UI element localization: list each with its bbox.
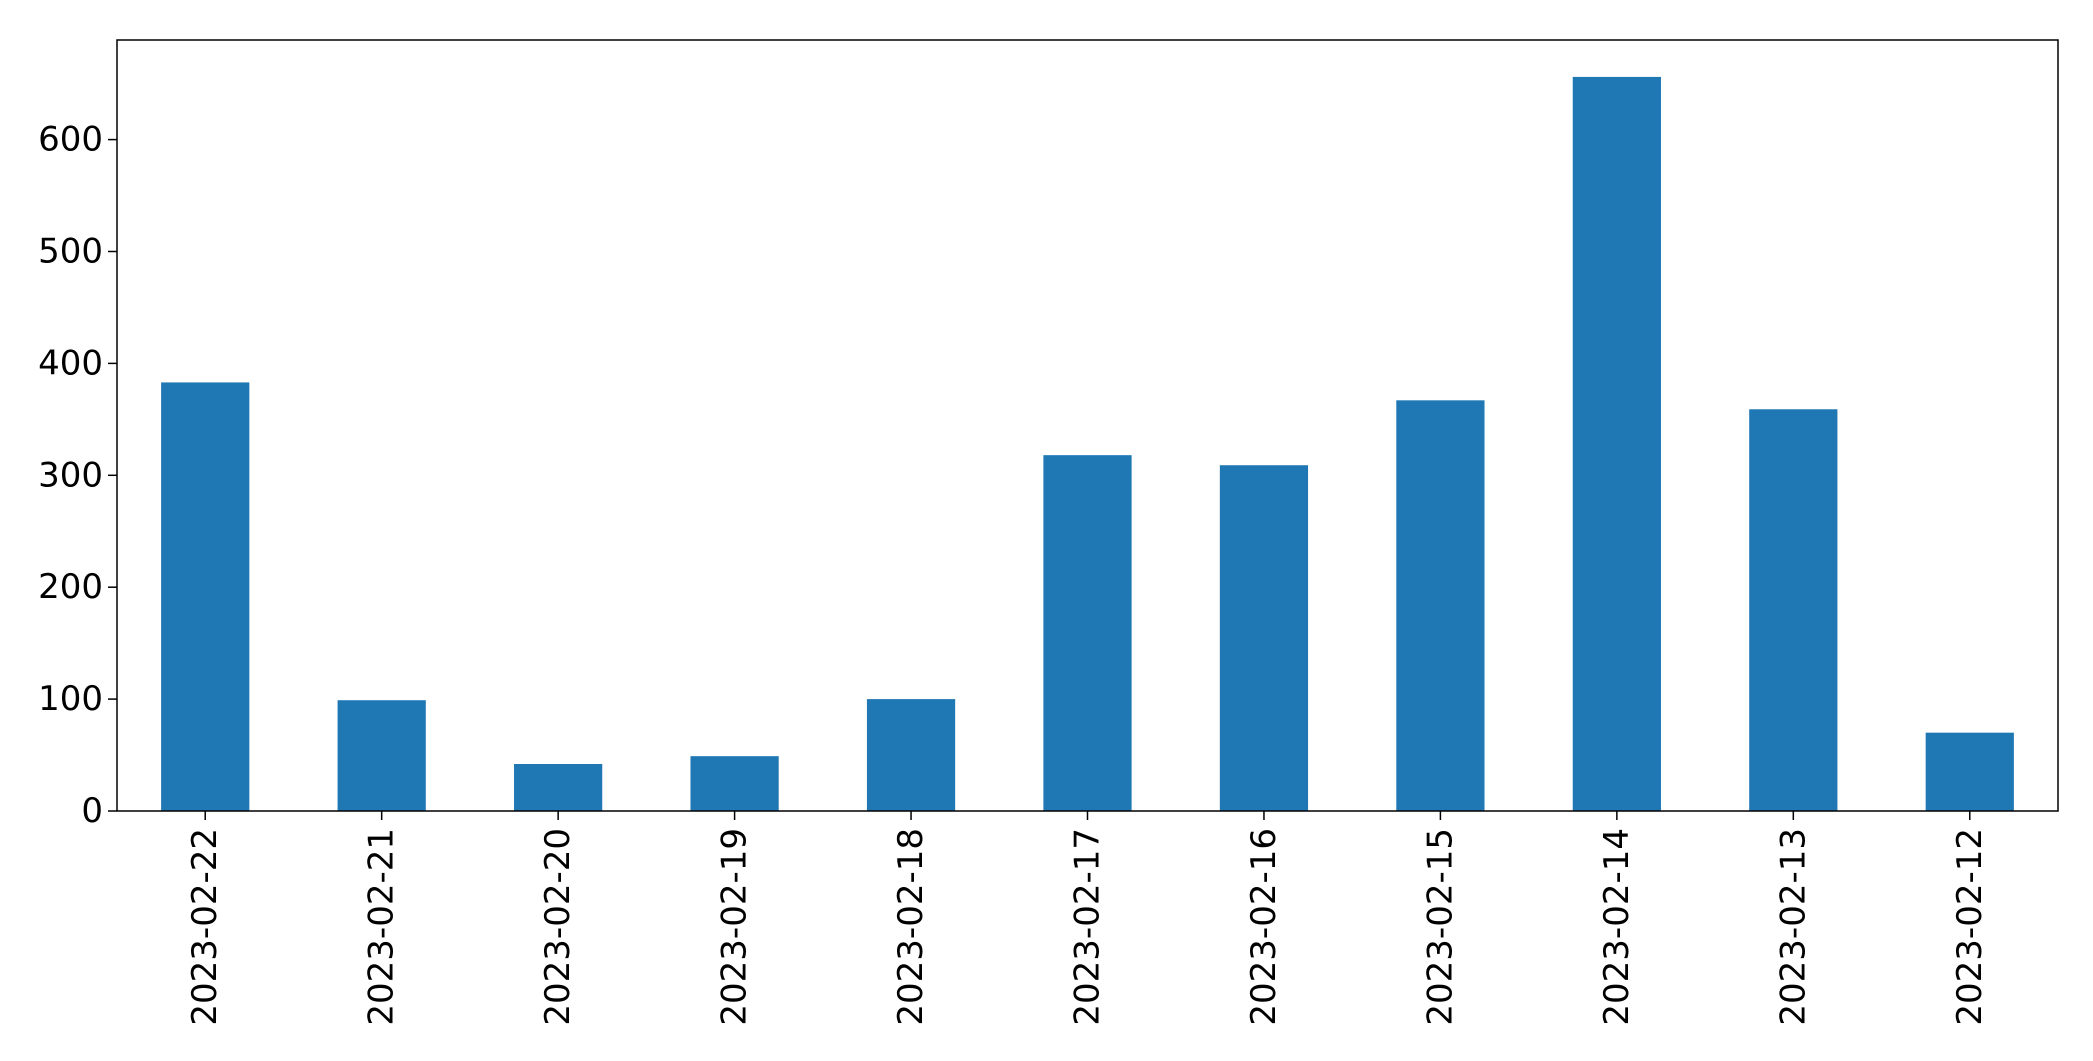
bar-2023-02-13	[1749, 409, 1838, 811]
x-tick-label: 2023-02-22	[185, 828, 225, 1026]
bar-2023-02-15	[1396, 400, 1485, 811]
bar-2023-02-17	[1043, 455, 1132, 811]
y-tick-label: 600	[38, 120, 103, 160]
y-tick-label: 300	[38, 455, 103, 495]
y-tick-label: 0	[81, 791, 103, 831]
bar-series	[161, 76, 2014, 811]
y-tick-label: 200	[38, 567, 103, 607]
x-tick-label: 2023-02-16	[1244, 828, 1284, 1026]
bar-2023-02-22	[161, 382, 250, 811]
x-axis: 2023-02-22 2023-02-21 2023-02-20 2023-02-19…	[185, 811, 1990, 1026]
y-axis: 0 100 200 300 400 500 600	[38, 120, 117, 831]
plot-frame	[116, 39, 2059, 812]
x-tick-label: 2023-02-13	[1773, 828, 1813, 1026]
bar-2023-02-12	[1925, 732, 2014, 811]
x-tick-label: 2023-02-20	[538, 828, 578, 1026]
bar-2023-02-20	[514, 764, 603, 811]
x-tick-label: 2023-02-14	[1597, 828, 1637, 1026]
bar-2023-02-19	[690, 756, 779, 811]
x-tick-label: 2023-02-17	[1068, 828, 1108, 1026]
x-tick-label: 2023-02-18	[891, 828, 931, 1026]
bar-2023-02-14	[1572, 76, 1661, 811]
y-tick-label: 400	[38, 343, 103, 383]
bar-2023-02-16	[1219, 465, 1309, 811]
x-tick-label: 2023-02-15	[1420, 828, 1460, 1026]
bar-2023-02-18	[866, 699, 956, 811]
bar-2023-02-21	[337, 700, 426, 811]
y-tick-label: 100	[38, 679, 103, 719]
x-tick-label: 2023-02-19	[715, 828, 755, 1026]
y-tick-label: 500	[38, 231, 103, 271]
x-tick-label: 2023-02-21	[362, 828, 402, 1026]
x-tick-label: 2023-02-12	[1950, 828, 1990, 1026]
